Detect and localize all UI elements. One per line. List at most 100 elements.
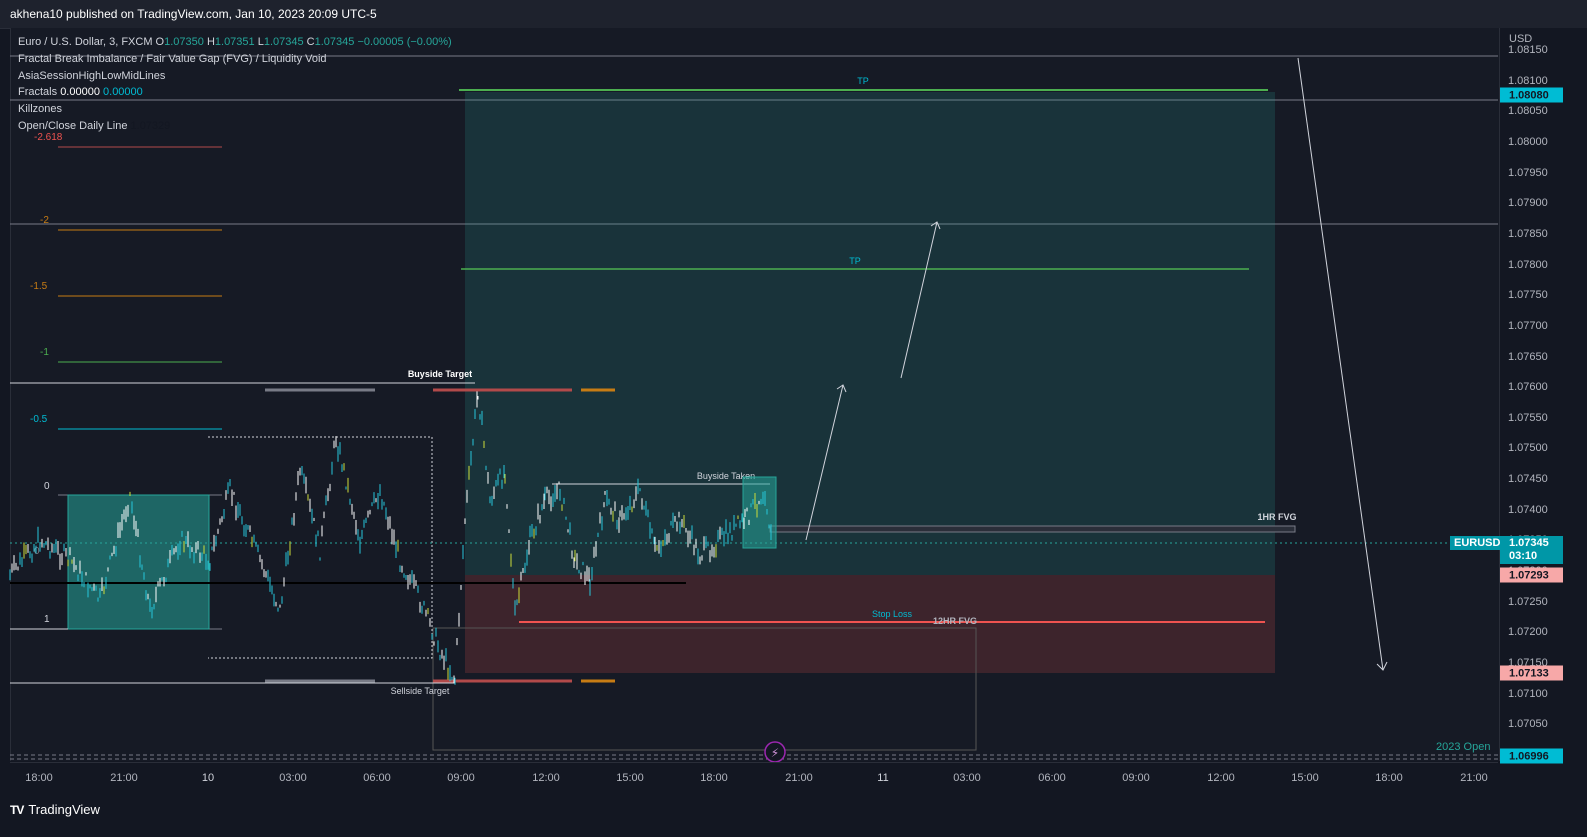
buyside-taken-label: Buyside Taken — [697, 471, 755, 481]
candlestick-series — [9, 391, 772, 685]
indicator-fvg[interactable]: Fractal Break Imbalance / Fair Value Gap… — [18, 51, 452, 68]
chart-area[interactable] — [10, 28, 1500, 761]
price-tick: 1.08150 — [1508, 44, 1548, 56]
time-tick: 18:00 — [1375, 772, 1403, 784]
fib-label-0: 0 — [44, 481, 50, 492]
dotted-range-box — [208, 436, 433, 659]
fib-label-n2618: -2.618 — [34, 132, 63, 143]
price-tick: 1.08100 — [1508, 74, 1548, 87]
time-tick: 10 — [201, 772, 215, 784]
daily-line-value: 1.07329 — [130, 119, 171, 132]
time-tick: 11 — [877, 772, 889, 784]
price-tick: 1.07100 — [1508, 687, 1548, 700]
price-tick: 1.07850 — [1508, 227, 1548, 240]
time-tick: 18:00 — [25, 772, 53, 784]
price-tick: 1.08000 — [1508, 135, 1548, 148]
tradingview-brand[interactable]: TV TradingView — [10, 802, 100, 817]
sellside-target-label: Sellside Target — [391, 686, 450, 696]
price-tick: 1.07950 — [1508, 166, 1548, 179]
price-tick: 1.07050 — [1508, 718, 1548, 731]
price-badge-yearly-open: 1.06996 — [1500, 748, 1563, 764]
time-tick: 06:00 — [363, 772, 391, 784]
price-tick: 1.08050 — [1508, 105, 1548, 118]
legend-c-value: 1.07345 — [314, 36, 355, 48]
time-tick: 15:00 — [1291, 772, 1319, 784]
price-tick: 1.07550 — [1508, 411, 1548, 424]
lightning-glyph: ⚡ — [771, 746, 779, 760]
indicator-asia[interactable]: AsiaSessionHighLowMidLines — [18, 68, 452, 85]
time-tick: 03:00 — [279, 772, 307, 784]
indicator-killzones-label: Killzones — [18, 103, 63, 116]
fib-label-1: 1 — [44, 614, 50, 625]
tp-label-mid: TP — [849, 256, 861, 266]
loss-zone[interactable] — [465, 575, 1275, 673]
buyside-target-label: Buyside Target — [408, 369, 472, 379]
projection-arrowhead-3 — [1376, 661, 1388, 671]
price-tick: 1.07900 — [1508, 197, 1548, 210]
time-tick: 12:00 — [532, 772, 560, 784]
indicator-fractals-label: Fractals — [18, 86, 58, 99]
footer: TV TradingView — [0, 793, 1587, 837]
fractals-value-2: 0.00000 — [103, 86, 143, 99]
price-tick: 1.07750 — [1508, 289, 1548, 302]
tp-label-top: TP — [857, 76, 869, 86]
fvg-12hr-label: 12HR FVG — [933, 616, 977, 626]
price-tick: 1.07200 — [1508, 626, 1548, 639]
indicator-asia-label: AsiaSessionHighLowMidLines — [18, 69, 166, 82]
projection-arrowhead-1 — [836, 384, 847, 393]
legend-symbol: Euro / U.S. Dollar, 3, FXCM — [18, 36, 153, 48]
asia-session-box[interactable] — [67, 494, 210, 630]
indicator-fvg-label: Fractal Break Imbalance / Fair Value Gap… — [18, 52, 327, 65]
publisher-info: akhena10 published on TradingView.com, J… — [10, 7, 377, 21]
price-tick: 1.07450 — [1508, 473, 1548, 486]
tradingview-logo-icon: TV — [10, 802, 24, 817]
price-tick: 1.07500 — [1508, 442, 1548, 455]
indicator-daily-line[interactable]: Open/Close Daily Line 1.07329 — [18, 118, 452, 135]
time-tick: 15:00 — [616, 772, 644, 784]
fib-label-n1: -1 — [40, 347, 49, 358]
current-price-badge: 1.07345 03:10 — [1500, 536, 1563, 564]
time-tick: 09:00 — [1122, 772, 1150, 784]
price-badge-stop-price: 1.07133 — [1500, 665, 1563, 681]
price-tick: 1.07400 — [1508, 503, 1548, 516]
time-tick: 21:00 — [785, 772, 813, 784]
time-tick: 06:00 — [1038, 772, 1066, 784]
fib-label-n05: -0.5 — [30, 414, 48, 425]
legend-h-label: H — [206, 36, 215, 48]
fvg-1hr-box[interactable] — [769, 525, 1296, 533]
legend-c-label: C — [306, 36, 315, 48]
fib-label-n2: -2 — [40, 215, 49, 226]
fvg-12hr-box[interactable] — [432, 627, 977, 751]
lightning-icon[interactable] — [764, 741, 786, 762]
profit-zone[interactable] — [465, 92, 1275, 575]
legend-symbol-row[interactable]: Euro / U.S. Dollar, 3, FXCM O1.07350 H1.… — [18, 34, 452, 51]
fvg-1hr-label: 1HR FVG — [1257, 512, 1296, 522]
projection-arrow-1[interactable] — [805, 384, 844, 541]
price-tick: 1.07650 — [1508, 350, 1548, 363]
chart-legend: Euro / U.S. Dollar, 3, FXCM O1.07350 H1.… — [18, 34, 452, 135]
indicator-killzones[interactable]: Killzones — [18, 101, 452, 118]
currency-label: USD — [1509, 33, 1533, 45]
time-tick: 18:00 — [700, 772, 728, 784]
projection-arrow-3[interactable] — [1297, 57, 1384, 671]
legend-l-value: 1.07345 — [263, 36, 304, 48]
chart-canvas[interactable]: TP TP Stop Loss 12HR FVG 1HR FVG Buyside… — [0, 0, 1500, 762]
brand-name: TradingView — [28, 802, 100, 817]
price-axis[interactable]: 1.08150 1.08100 1.08050 1.08000 1.07950 1.079… — [1500, 28, 1587, 764]
time-tick: 21:00 — [110, 772, 138, 784]
price-tick: 1.07800 — [1508, 258, 1548, 271]
projection-arrowhead-2 — [930, 221, 941, 230]
fib-label-0b: 0 — [34, 546, 40, 557]
symbol-tag: EURUSD — [1450, 536, 1505, 550]
time-tick: 09:00 — [447, 772, 475, 784]
price-tick: 1.07250 — [1508, 595, 1548, 608]
current-price-value: 1.07345 — [1509, 537, 1549, 549]
price-badge-entry-price: 1.07293 — [1500, 567, 1563, 583]
indicator-daily-line-label: Open/Close Daily Line — [18, 119, 128, 132]
indicator-fractals[interactable]: Fractals 0.00000 0.00000 — [18, 84, 452, 101]
projection-arrow-2[interactable] — [900, 221, 938, 379]
time-tick: 21:00 — [1460, 772, 1488, 784]
legend-o-label: O — [155, 36, 165, 48]
time-axis[interactable]: 18:00 21:00 10 03:00 06:00 09:00 12:00 15:00 18:… — [10, 762, 1498, 794]
time-tick: 03:00 — [953, 772, 981, 784]
